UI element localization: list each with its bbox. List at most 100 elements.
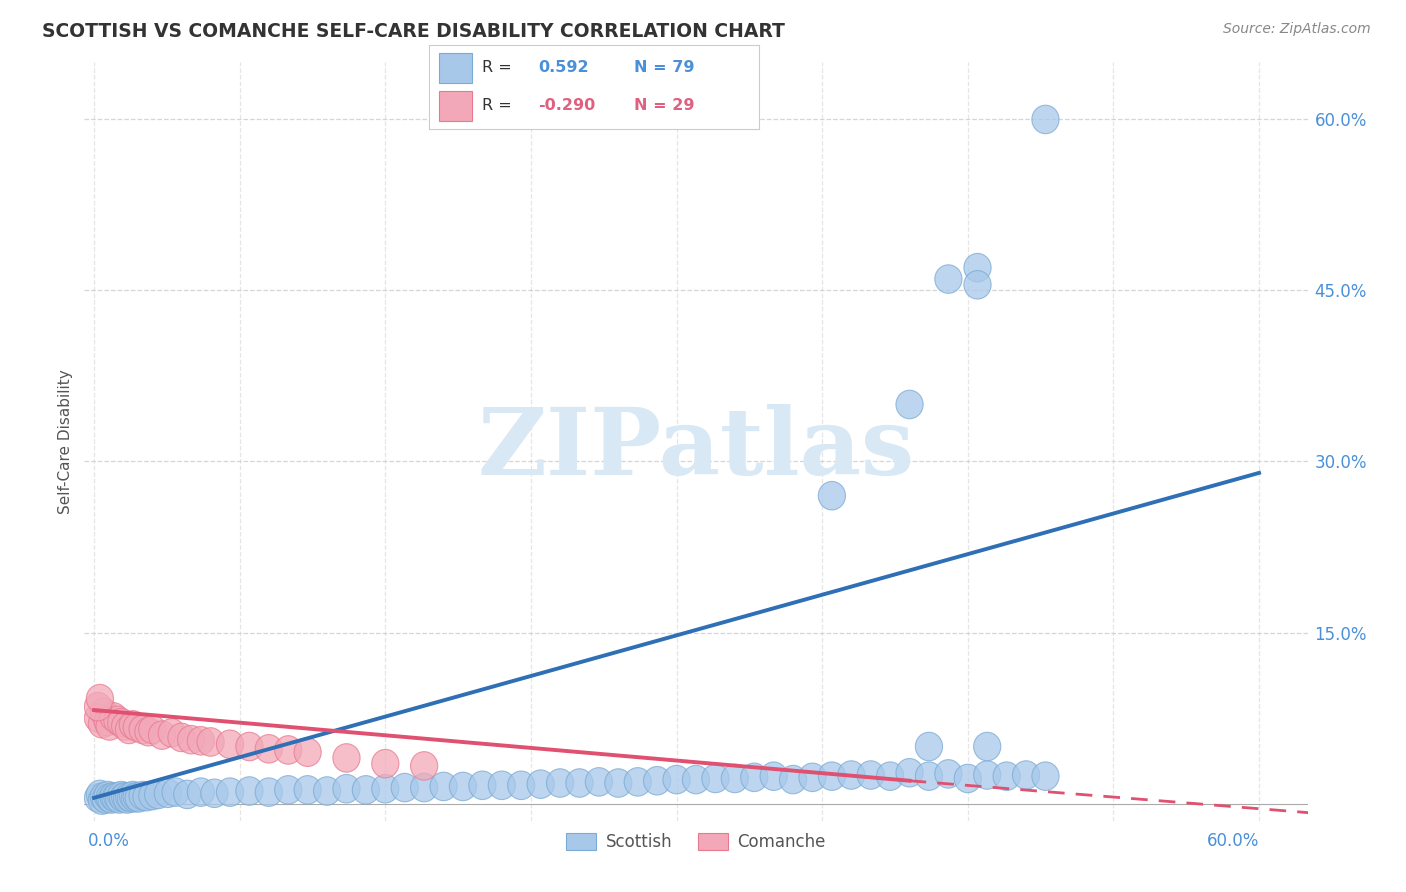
Ellipse shape xyxy=(333,774,360,803)
Ellipse shape xyxy=(84,692,111,721)
Ellipse shape xyxy=(134,782,160,811)
Ellipse shape xyxy=(167,723,195,752)
Ellipse shape xyxy=(121,783,149,812)
Ellipse shape xyxy=(955,764,981,793)
Ellipse shape xyxy=(84,704,111,732)
Ellipse shape xyxy=(100,782,127,811)
Ellipse shape xyxy=(973,732,1001,761)
Ellipse shape xyxy=(120,711,146,739)
Ellipse shape xyxy=(135,717,162,746)
Ellipse shape xyxy=(430,772,457,801)
Y-axis label: Self-Care Disability: Self-Care Disability xyxy=(58,369,73,514)
Ellipse shape xyxy=(935,760,962,789)
Ellipse shape xyxy=(779,765,807,794)
Ellipse shape xyxy=(294,776,321,804)
Ellipse shape xyxy=(274,736,302,764)
Ellipse shape xyxy=(89,709,115,738)
Ellipse shape xyxy=(896,390,924,418)
Ellipse shape xyxy=(993,762,1021,790)
Legend: Scottish, Comanche: Scottish, Comanche xyxy=(560,826,832,858)
Text: N = 29: N = 29 xyxy=(634,98,695,113)
Ellipse shape xyxy=(162,778,190,806)
Ellipse shape xyxy=(973,761,1001,789)
Ellipse shape xyxy=(761,762,787,790)
Ellipse shape xyxy=(187,727,215,756)
Ellipse shape xyxy=(256,778,283,806)
Ellipse shape xyxy=(1032,105,1059,134)
Text: Source: ZipAtlas.com: Source: ZipAtlas.com xyxy=(1223,22,1371,37)
Ellipse shape xyxy=(391,773,419,802)
Ellipse shape xyxy=(858,761,884,789)
Ellipse shape xyxy=(450,772,477,801)
Ellipse shape xyxy=(139,715,166,744)
Ellipse shape xyxy=(274,776,302,804)
Ellipse shape xyxy=(1032,762,1059,790)
Ellipse shape xyxy=(145,780,172,809)
Text: -0.290: -0.290 xyxy=(538,98,595,113)
Ellipse shape xyxy=(115,715,142,744)
Ellipse shape xyxy=(84,783,111,812)
Ellipse shape xyxy=(115,782,142,811)
Ellipse shape xyxy=(129,781,156,810)
Ellipse shape xyxy=(605,769,631,797)
Ellipse shape xyxy=(876,762,904,790)
Ellipse shape xyxy=(124,713,150,741)
Ellipse shape xyxy=(98,785,125,814)
Ellipse shape xyxy=(105,785,134,814)
Ellipse shape xyxy=(314,777,340,805)
Ellipse shape xyxy=(411,752,437,780)
Ellipse shape xyxy=(124,782,150,811)
Ellipse shape xyxy=(90,782,117,811)
Ellipse shape xyxy=(86,684,114,713)
Ellipse shape xyxy=(527,770,554,798)
Ellipse shape xyxy=(965,270,991,299)
Text: 0.592: 0.592 xyxy=(538,60,589,75)
Ellipse shape xyxy=(177,725,205,754)
Ellipse shape xyxy=(896,758,924,787)
Ellipse shape xyxy=(89,786,115,814)
Ellipse shape xyxy=(468,771,496,799)
Ellipse shape xyxy=(139,781,166,810)
Ellipse shape xyxy=(90,698,117,727)
Ellipse shape xyxy=(110,783,136,812)
Ellipse shape xyxy=(371,774,399,803)
Ellipse shape xyxy=(111,782,139,811)
Ellipse shape xyxy=(741,763,768,791)
Ellipse shape xyxy=(104,782,131,811)
Ellipse shape xyxy=(547,769,574,797)
Ellipse shape xyxy=(411,773,437,802)
Ellipse shape xyxy=(157,719,186,747)
Ellipse shape xyxy=(915,762,942,790)
Ellipse shape xyxy=(818,482,845,510)
Ellipse shape xyxy=(101,783,129,812)
Text: 0.0%: 0.0% xyxy=(89,832,131,850)
Text: 60.0%: 60.0% xyxy=(1206,832,1258,850)
Ellipse shape xyxy=(187,778,215,806)
Ellipse shape xyxy=(94,781,121,810)
Ellipse shape xyxy=(93,785,120,814)
Ellipse shape xyxy=(120,781,146,810)
Ellipse shape xyxy=(565,769,593,797)
Text: N = 79: N = 79 xyxy=(634,60,695,75)
Ellipse shape xyxy=(94,707,121,736)
Ellipse shape xyxy=(1012,761,1039,789)
Ellipse shape xyxy=(201,779,228,807)
Ellipse shape xyxy=(644,766,671,795)
Ellipse shape xyxy=(96,783,124,812)
Ellipse shape xyxy=(721,764,748,793)
Ellipse shape xyxy=(965,253,991,282)
Text: SCOTTISH VS COMANCHE SELF-CARE DISABILITY CORRELATION CHART: SCOTTISH VS COMANCHE SELF-CARE DISABILIT… xyxy=(42,22,785,41)
Ellipse shape xyxy=(129,715,156,744)
Ellipse shape xyxy=(585,768,613,797)
Bar xyxy=(439,91,472,120)
Ellipse shape xyxy=(838,761,865,789)
Ellipse shape xyxy=(155,779,181,807)
Ellipse shape xyxy=(197,728,224,756)
Ellipse shape xyxy=(333,744,360,772)
Ellipse shape xyxy=(96,712,124,740)
Ellipse shape xyxy=(108,781,135,810)
Ellipse shape xyxy=(935,265,962,293)
Ellipse shape xyxy=(508,771,534,799)
Ellipse shape xyxy=(149,721,176,749)
Ellipse shape xyxy=(236,777,263,805)
